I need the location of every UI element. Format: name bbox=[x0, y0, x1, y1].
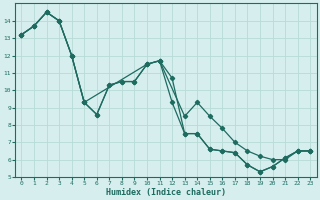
X-axis label: Humidex (Indice chaleur): Humidex (Indice chaleur) bbox=[106, 188, 226, 197]
